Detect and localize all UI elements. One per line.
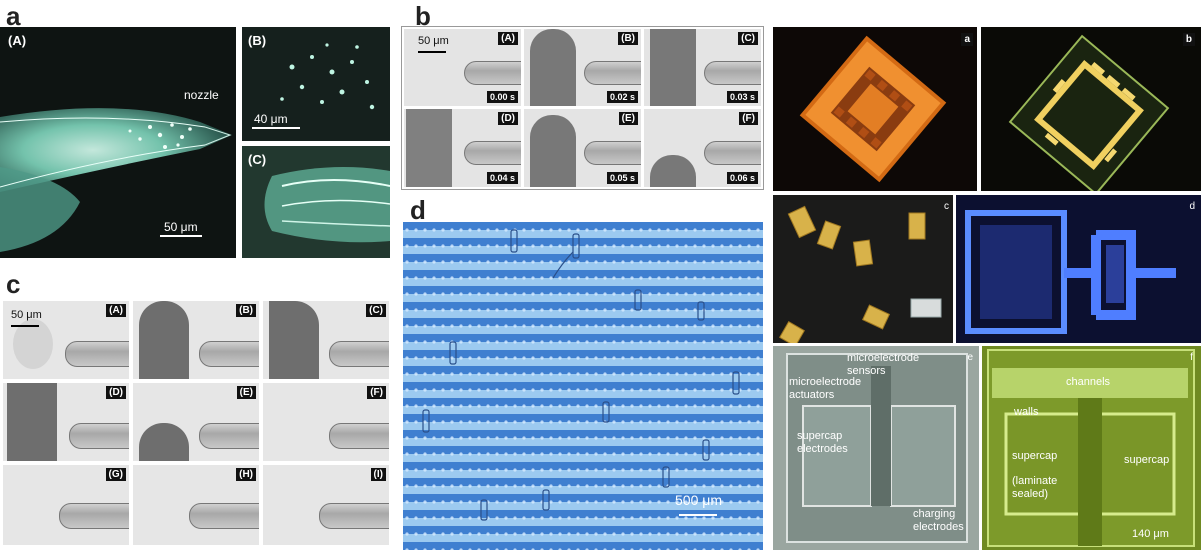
f-scale-label: 140 μm [1132, 528, 1169, 540]
panel-a-label: a [6, 1, 21, 31]
right-tag-e: e [967, 352, 973, 363]
right-tile-e: microelectrode sensors microelectrode ac… [773, 346, 979, 550]
f-label-supercap-left: supercap (laminate sealed) [1012, 450, 1058, 500]
panel-c-frame-D: (D) [3, 383, 129, 461]
panel-b-tag-C: (C) [738, 32, 758, 45]
right-tag-a: a [961, 33, 973, 46]
panel-b-tag-F: (F) [739, 112, 758, 125]
panel-c-tag-B: (B) [236, 304, 256, 317]
panel-c-frame-H: (H) [133, 465, 259, 545]
panel-c-tag-A: (A) [106, 304, 126, 317]
panel-b-frame-A: (A) 0.00 s 50 μm [404, 29, 521, 106]
panel-b-tag-B: (B) [618, 32, 638, 45]
panel-a-main-image: (A) nozzle 50 μm [0, 27, 236, 258]
scale-bar-c [11, 325, 39, 327]
panel-c-label: c [6, 269, 21, 299]
scale-bar-a [160, 235, 202, 237]
panel-c-tag-I: (I) [370, 468, 386, 481]
panel-b-tag-A: (A) [498, 32, 518, 45]
panel-c-frame-G: (G) [3, 465, 129, 545]
panel-b-frame-F: (F) 0.06 s [644, 109, 761, 187]
panel-a-image-B: (B) 40 μm [242, 27, 390, 141]
f-label-supercap-right: supercap [1124, 454, 1170, 466]
e-label-charging: charging electrodes [913, 508, 964, 533]
panel-b-grid: (A) 0.00 s 50 μm (B) 0.02 s (C) 0.03 s (… [401, 26, 764, 190]
panel-c-grid: (A) 50 μm (B) (C) (D) (E) (F) (G) (H) (I… [0, 298, 392, 550]
panel-c-frame-A: (A) 50 μm [3, 301, 129, 379]
right-tile-c: c [773, 195, 953, 343]
panel-b-time-F: 0.06 s [726, 172, 758, 184]
scale-label-a: 50 μm [164, 220, 198, 234]
panel-a-image-C: (C) [242, 146, 390, 258]
right-tile-b: b [981, 27, 1201, 191]
scale-label-c: 50 μm [11, 309, 42, 321]
panel-c-tag-F: (F) [367, 386, 386, 399]
panel-b-frame-B: (B) 0.02 s [524, 29, 641, 106]
panel-c-frame-B: (B) [133, 301, 259, 379]
panel-b-scale-bar [418, 51, 446, 53]
panel-a-tag-B: (B) [248, 33, 267, 48]
panel-c-frame-F: (F) [263, 383, 389, 461]
panel-b-label: b [415, 1, 431, 31]
panel-c-tag-H: (H) [236, 468, 256, 481]
panel-c-tag-G: (G) [105, 468, 126, 481]
panel-b-time-D: 0.04 s [486, 172, 518, 184]
right-tile-f: channels walls supercap (laminate sealed… [982, 346, 1201, 550]
right-tag-f: f [1190, 352, 1193, 363]
panel-d-label: d [410, 195, 426, 225]
panel-c-frame-E: (E) [133, 383, 259, 461]
panel-b-frame-C: (C) 0.03 s [644, 29, 761, 106]
panel-a-tag-C: (C) [248, 152, 267, 167]
e-label-supercap: supercap electrodes [797, 430, 848, 455]
panel-a-tag-A: (A) [8, 33, 27, 48]
scale-label-d: 500 μm [675, 492, 722, 508]
panel-b-frame-D: (D) 0.04 s [404, 109, 521, 187]
panel-c-tag-D: (D) [106, 386, 126, 399]
nozzle-label: nozzle [184, 88, 219, 102]
panel-b-frame-E: (E) 0.05 s [524, 109, 641, 187]
e-label-actuators: microelectrode actuators [789, 376, 862, 401]
right-tile-a: a [773, 27, 977, 191]
right-tag-b: b [1182, 33, 1195, 46]
panel-b-tag-E: (E) [618, 112, 638, 125]
scale-bar-d [679, 514, 717, 516]
right-tag-c: c [944, 201, 949, 212]
panel-b-tag-D: (D) [498, 112, 518, 125]
panel-b-time-A: 0.00 s [486, 91, 518, 103]
panel-b-time-C: 0.03 s [726, 91, 758, 103]
panel-c-frame-C: (C) [263, 301, 389, 379]
scale-label-b: 40 μm [254, 112, 288, 126]
right-tile-d: d [956, 195, 1201, 343]
f-label-channels: channels [1066, 376, 1111, 388]
e-label-sensors: microelectrode sensors [847, 352, 920, 377]
panel-c-tag-E: (E) [236, 386, 256, 399]
f-label-walls: walls [1014, 406, 1039, 418]
right-tag-d: d [1189, 201, 1195, 212]
panel-b-time-E: 0.05 s [606, 172, 638, 184]
scale-bar-b [252, 127, 300, 129]
panel-c-frame-I: (I) [263, 465, 389, 545]
panel-b-scale-label: 50 μm [418, 35, 449, 47]
panel-c-tag-C: (C) [366, 304, 386, 317]
panel-b-time-B: 0.02 s [606, 91, 638, 103]
panel-d-image: 500 μm [403, 222, 763, 550]
